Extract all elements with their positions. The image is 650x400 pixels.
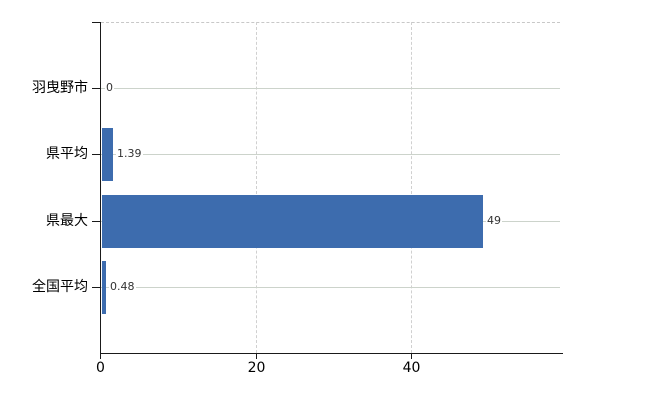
x-axis — [100, 353, 563, 354]
category-label: 県最大 — [46, 213, 88, 229]
category-tick — [92, 287, 101, 288]
y-axis-top-tick — [92, 22, 101, 23]
plot-top-border — [101, 22, 560, 23]
category-label: 県平均 — [46, 146, 88, 162]
category-tick — [92, 154, 101, 155]
category-gridline — [101, 154, 560, 155]
bar — [102, 128, 113, 181]
value-label: 0 — [105, 81, 114, 95]
category-label: 羽曳野市 — [32, 80, 88, 96]
x-tick-label: 0 — [96, 360, 105, 376]
bar — [102, 195, 483, 248]
category-label: 全国平均 — [32, 279, 88, 295]
x-tick — [411, 354, 412, 359]
category-gridline — [101, 287, 560, 288]
value-label: 0.48 — [109, 280, 136, 294]
x-tick-label: 40 — [402, 360, 421, 376]
category-gridline — [101, 88, 560, 89]
x-gridline — [256, 22, 257, 353]
bar — [102, 261, 106, 314]
value-label: 1.39 — [116, 147, 143, 161]
x-tick — [100, 354, 101, 359]
x-tick — [256, 354, 257, 359]
y-axis — [100, 22, 101, 353]
value-label: 49 — [486, 214, 502, 228]
category-tick — [92, 221, 101, 222]
x-tick-label: 20 — [247, 360, 266, 376]
category-tick — [92, 88, 101, 89]
x-gridline — [411, 22, 412, 353]
